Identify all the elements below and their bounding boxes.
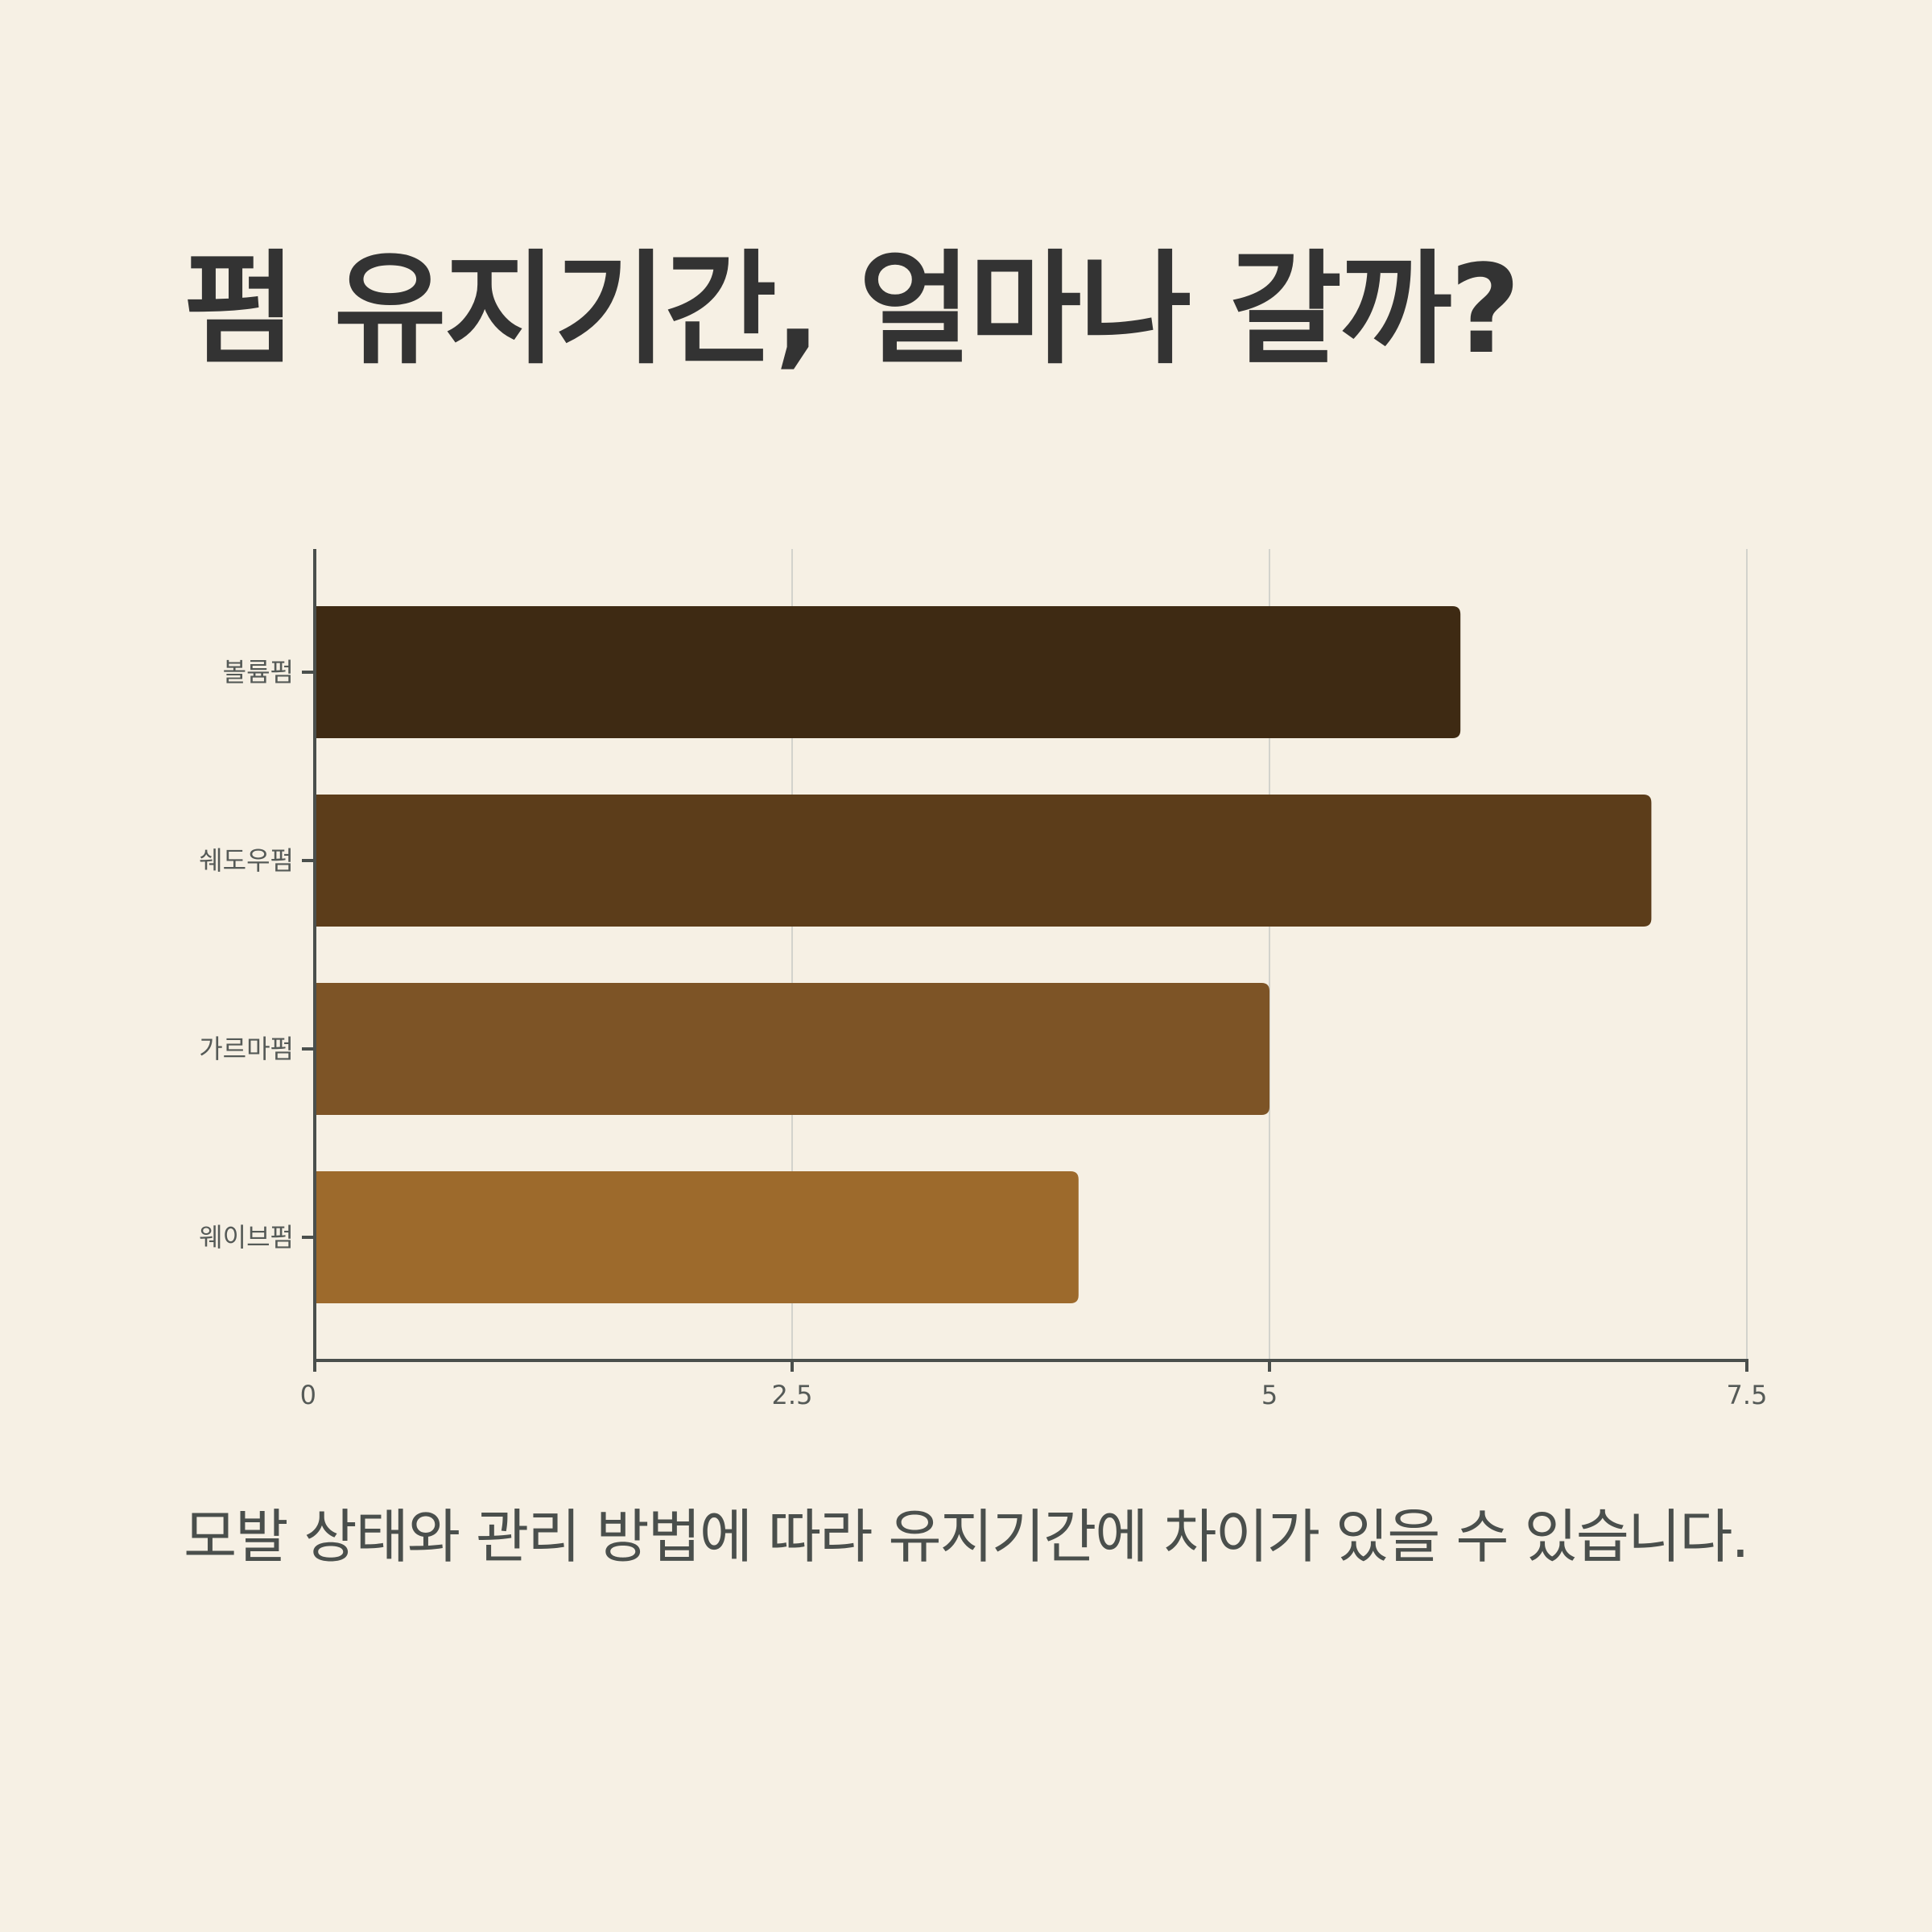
bar-4 (315, 1171, 1079, 1303)
category-label-2: 쉐도우펌 (199, 845, 294, 876)
page-title: 펌 유지기간, 얼마나 갈까? (184, 238, 1521, 381)
category-label-3: 가르마펌 (199, 1034, 294, 1064)
category-label-1: 볼륨펌 (223, 657, 294, 687)
x-tick-label-1: 2.5 (772, 1380, 813, 1410)
category-label-4: 웨이브펌 (199, 1222, 294, 1253)
x-tick-label-3: 7.5 (1727, 1380, 1768, 1410)
chart-axes (302, 549, 1748, 1372)
x-tick-label-0: 0 (300, 1380, 316, 1410)
x-tick-label-2: 5 (1261, 1380, 1278, 1410)
chart-caption: 모발 상태와 관리 방법에 따라 유지기간에 차이가 있을 수 있습니다. (184, 1503, 1749, 1571)
bar-1 (315, 606, 1461, 738)
bar-3 (315, 983, 1269, 1115)
chart-bars (315, 606, 1652, 1303)
bar-2 (315, 795, 1652, 927)
